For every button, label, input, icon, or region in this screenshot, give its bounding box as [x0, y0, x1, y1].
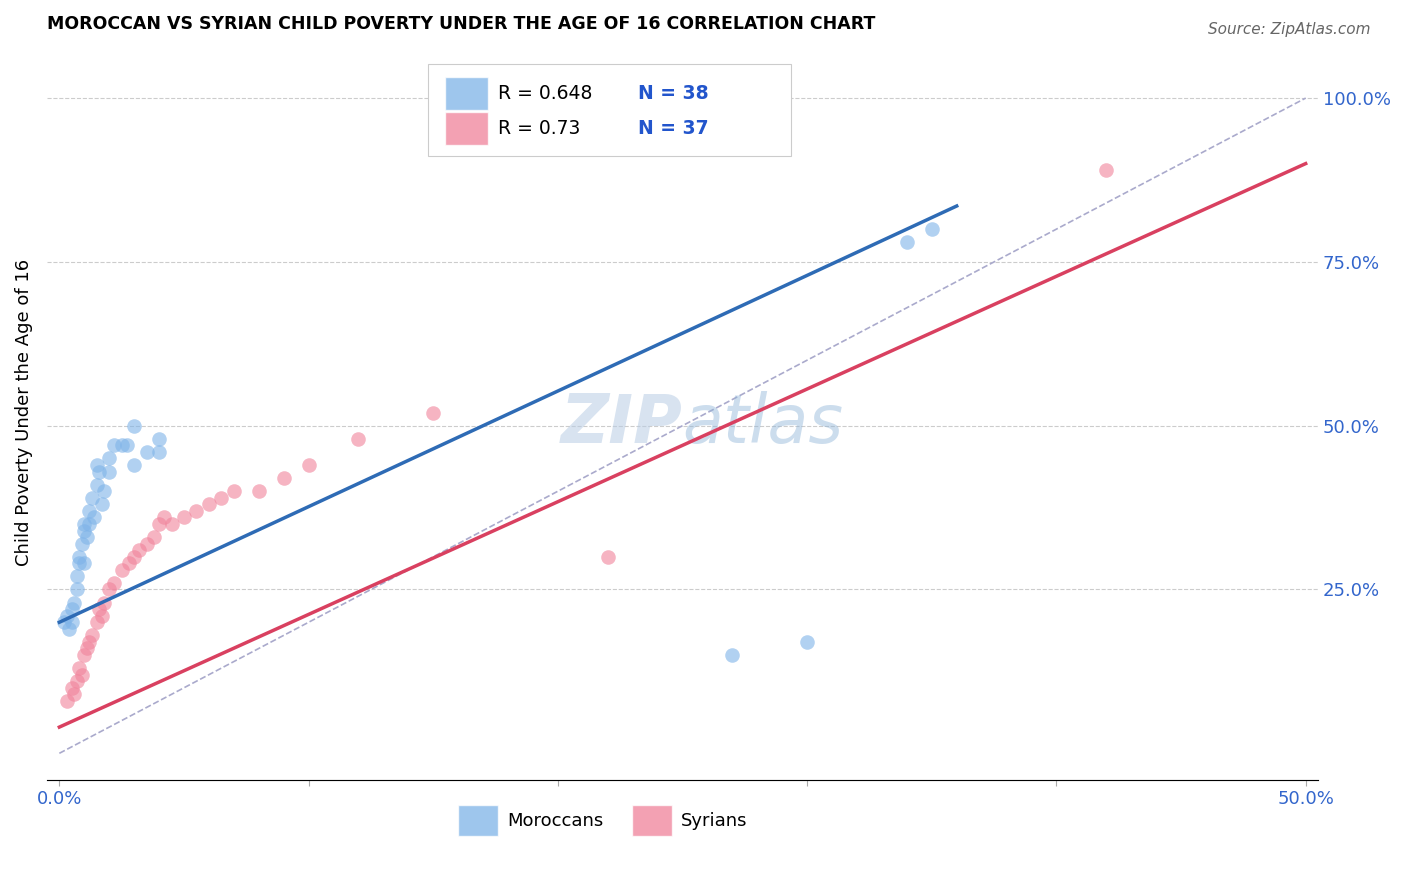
Point [111, 563, 134, 577]
Point [86, 477, 108, 491]
Point [1095, 163, 1118, 178]
Point [273, 471, 295, 485]
Point [73, 648, 96, 662]
Text: Syrians: Syrians [682, 812, 748, 830]
Point [80, 628, 103, 642]
Point [73, 524, 96, 538]
FancyBboxPatch shape [631, 805, 672, 836]
Point [103, 438, 125, 452]
Text: N = 38: N = 38 [638, 84, 709, 103]
Point [90, 608, 112, 623]
Point [58, 622, 80, 636]
Point [153, 510, 176, 524]
Point [73, 516, 96, 531]
Text: N = 37: N = 37 [638, 120, 709, 138]
Point [67, 661, 90, 675]
Point [53, 615, 76, 630]
Point [122, 549, 145, 564]
Point [297, 458, 319, 472]
Point [60, 615, 83, 630]
Point [89, 602, 111, 616]
Point [98, 465, 121, 479]
Point [77, 635, 100, 649]
FancyBboxPatch shape [457, 805, 498, 836]
Point [347, 432, 370, 446]
Point [86, 458, 108, 472]
Point [222, 484, 245, 499]
Point [111, 438, 134, 452]
Point [148, 445, 170, 459]
Point [77, 516, 100, 531]
Point [67, 556, 90, 570]
Text: atlas: atlas [682, 391, 844, 457]
Point [86, 615, 108, 630]
Point [198, 497, 221, 511]
Text: Moroccans: Moroccans [508, 812, 603, 830]
Point [63, 687, 86, 701]
Point [103, 576, 125, 591]
Point [67, 549, 90, 564]
Point [63, 596, 86, 610]
Point [135, 445, 157, 459]
Point [66, 582, 89, 597]
Point [83, 510, 105, 524]
Point [118, 556, 141, 570]
Text: Source: ZipAtlas.com: Source: ZipAtlas.com [1208, 22, 1371, 37]
Point [66, 569, 89, 583]
Text: R = 0.73: R = 0.73 [498, 120, 581, 138]
Point [115, 438, 138, 452]
Point [143, 530, 166, 544]
Point [422, 406, 444, 420]
Point [93, 596, 115, 610]
Text: R = 0.648: R = 0.648 [498, 84, 592, 103]
FancyBboxPatch shape [429, 64, 790, 156]
Point [98, 451, 121, 466]
Point [128, 543, 150, 558]
Point [77, 504, 100, 518]
Point [90, 497, 112, 511]
Point [76, 641, 98, 656]
FancyBboxPatch shape [444, 112, 488, 145]
Text: ZIP: ZIP [561, 391, 682, 457]
Point [56, 694, 79, 708]
Point [122, 458, 145, 472]
Point [796, 635, 818, 649]
Point [209, 491, 232, 505]
Point [80, 491, 103, 505]
Point [60, 681, 83, 695]
Point [122, 418, 145, 433]
Point [596, 549, 619, 564]
Point [73, 556, 96, 570]
Point [76, 530, 98, 544]
Y-axis label: Child Poverty Under the Age of 16: Child Poverty Under the Age of 16 [15, 259, 32, 566]
Point [247, 484, 270, 499]
Point [186, 504, 208, 518]
Point [60, 602, 83, 616]
Point [98, 582, 121, 597]
FancyBboxPatch shape [444, 78, 488, 110]
Point [135, 536, 157, 550]
Point [70, 536, 93, 550]
Point [66, 674, 89, 689]
Point [70, 667, 93, 681]
Point [173, 510, 195, 524]
Point [721, 648, 744, 662]
Point [148, 516, 170, 531]
Point [160, 516, 183, 531]
Point [89, 465, 111, 479]
Point [56, 608, 79, 623]
Text: MOROCCAN VS SYRIAN CHILD POVERTY UNDER THE AGE OF 16 CORRELATION CHART: MOROCCAN VS SYRIAN CHILD POVERTY UNDER T… [46, 15, 876, 33]
Point [148, 432, 170, 446]
Point [93, 484, 115, 499]
Point [896, 235, 918, 250]
Point [921, 222, 943, 236]
